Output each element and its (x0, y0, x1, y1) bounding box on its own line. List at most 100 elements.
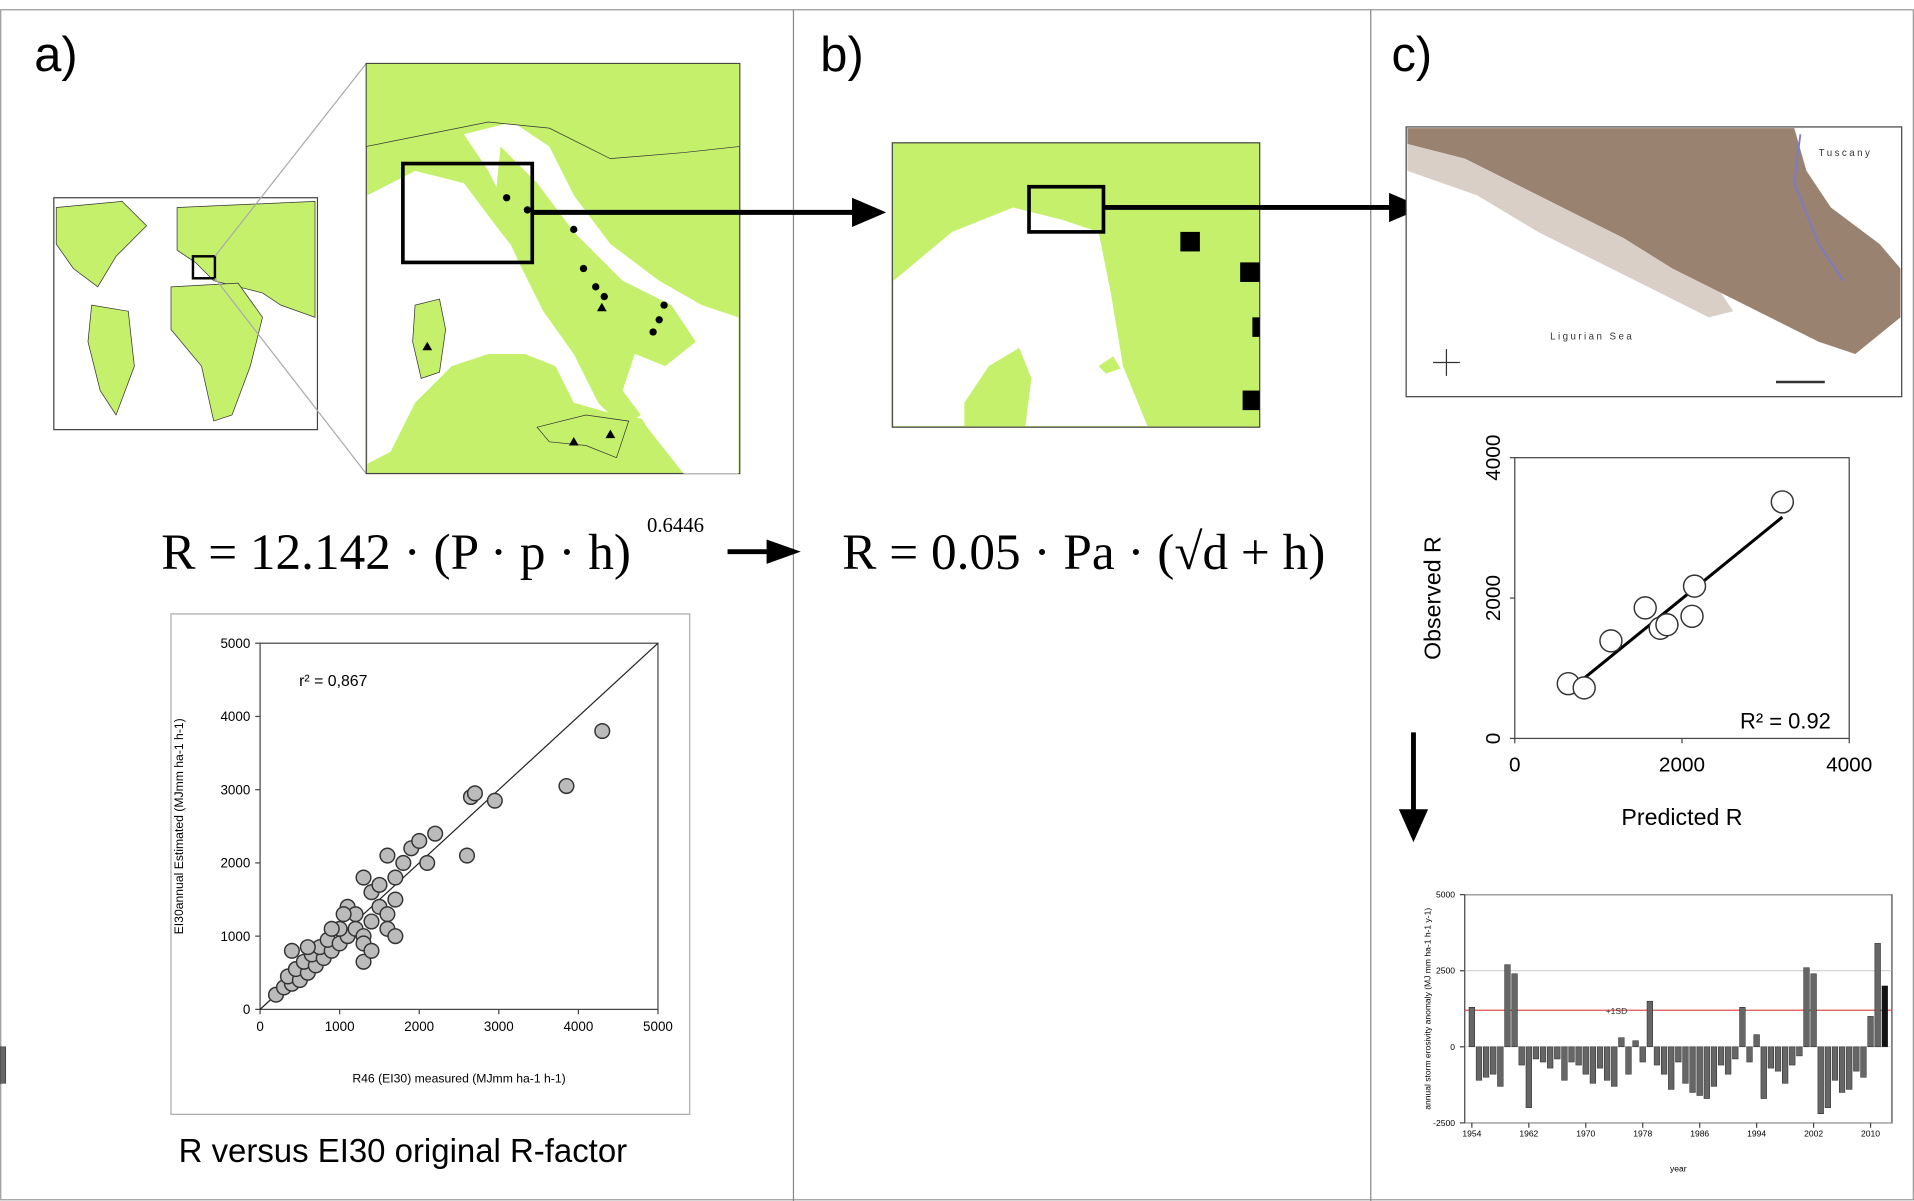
point (380, 848, 395, 863)
bar (1818, 1047, 1824, 1114)
bar (1540, 1047, 1546, 1062)
bar (1497, 1047, 1503, 1087)
bar (1490, 1047, 1496, 1074)
panel-label: c) (1392, 28, 1433, 82)
point (595, 724, 610, 739)
bar (1718, 1047, 1724, 1065)
point (356, 870, 371, 885)
bar (1619, 1038, 1625, 1047)
map-label: Tuscany (1819, 148, 1873, 159)
x-tick-label: 4000 (1826, 754, 1872, 777)
y-tick-label: -2500 (1433, 1118, 1455, 1128)
point (1634, 597, 1656, 619)
x-tick-label: 0 (1509, 754, 1521, 777)
y-tick-label: 3000 (220, 782, 250, 797)
y-tick-label: 4000 (1482, 435, 1505, 481)
y-tick-label: 5000 (220, 636, 250, 651)
y-tick-label: 0 (1450, 1042, 1455, 1052)
x-tick-label: 1994 (1747, 1129, 1766, 1139)
x-tick-label: 1000 (325, 1019, 355, 1034)
bar (1825, 1047, 1831, 1108)
bar (1569, 1047, 1575, 1062)
bar (1732, 1047, 1738, 1059)
station (580, 265, 587, 272)
bar (1526, 1047, 1532, 1108)
point (1681, 605, 1703, 627)
point (388, 870, 403, 885)
bar (1868, 1016, 1874, 1046)
italy-map (366, 63, 739, 473)
station (656, 316, 663, 323)
bar (1611, 1047, 1617, 1087)
station (1252, 317, 1259, 337)
bar (1547, 1047, 1553, 1068)
x-tick-label: 2010 (1861, 1129, 1880, 1139)
point (559, 779, 574, 794)
bar (1576, 1047, 1582, 1065)
point (460, 848, 475, 863)
point (488, 793, 503, 808)
bar (1789, 1047, 1795, 1065)
x-tick-label: 1970 (1576, 1129, 1595, 1139)
bar (1811, 974, 1817, 1047)
bar (1483, 1047, 1489, 1077)
bar (1775, 1047, 1781, 1071)
station (1243, 391, 1260, 411)
zoom-map (892, 143, 1259, 427)
x-axis-label: year (1670, 1164, 1687, 1174)
station (503, 194, 510, 201)
equation: R = 0.05 · Pa · (√d + h) (842, 524, 1325, 581)
y-axis-label: EI30annual Estimated (MJmm ha-1 h-1) (172, 718, 186, 934)
x-tick-label: 2002 (1804, 1129, 1823, 1139)
y-tick-label: 4000 (220, 709, 250, 724)
x-tick-label: 3000 (484, 1019, 514, 1034)
bar (1562, 1047, 1568, 1080)
point (1684, 575, 1706, 597)
station (1180, 232, 1200, 252)
x-tick-label: 1978 (1633, 1129, 1652, 1139)
panel-label: a) (34, 28, 77, 82)
map-label: Ligurian Sea (1550, 331, 1634, 342)
x-tick-label: 2000 (1659, 754, 1705, 777)
reference-label: +1SD (1606, 1006, 1628, 1016)
annotation: r² = 0,867 (299, 673, 368, 690)
x-tick-label: 1962 (1519, 1129, 1538, 1139)
bar (1740, 1007, 1746, 1047)
station (601, 293, 608, 300)
bar (1668, 1047, 1674, 1090)
bar (1633, 1041, 1639, 1047)
equation: R = 12.142 · (P · p · h) (161, 524, 631, 581)
bar (1697, 1047, 1703, 1096)
point (364, 914, 379, 929)
y-tick-label: 2000 (1482, 575, 1505, 621)
point (336, 907, 351, 922)
point (412, 834, 427, 849)
bar (1683, 1047, 1689, 1084)
bar (1626, 1047, 1632, 1074)
bar (1804, 968, 1810, 1047)
bar (1519, 1047, 1525, 1065)
y-tick-label: 2500 (1436, 966, 1455, 976)
x-axis-label: Predicted R (1621, 804, 1742, 830)
bar (1832, 1047, 1838, 1080)
bar (1747, 1047, 1753, 1062)
x-axis-label: R46 (EI30) measured (MJmm ha-1 h-1) (352, 1072, 565, 1086)
point (301, 940, 316, 955)
point (372, 878, 387, 893)
bar (1704, 1047, 1710, 1099)
bar (1640, 1047, 1646, 1062)
bar (1533, 1047, 1539, 1059)
bar (1661, 1047, 1667, 1074)
bar (1782, 1047, 1788, 1084)
y-tick-label: 0 (1482, 733, 1505, 745)
station (592, 283, 599, 290)
bar (1711, 1047, 1717, 1087)
caption: R versus EI30 original R-factor (179, 1132, 628, 1169)
bar (1768, 1047, 1774, 1068)
page: {"panel_labels":["a)","b)","c)"], "equat… (0, 0, 1914, 1201)
point (380, 907, 395, 922)
station (660, 301, 667, 308)
bar (1761, 1047, 1767, 1099)
bar (1675, 1047, 1681, 1062)
station (524, 206, 531, 213)
